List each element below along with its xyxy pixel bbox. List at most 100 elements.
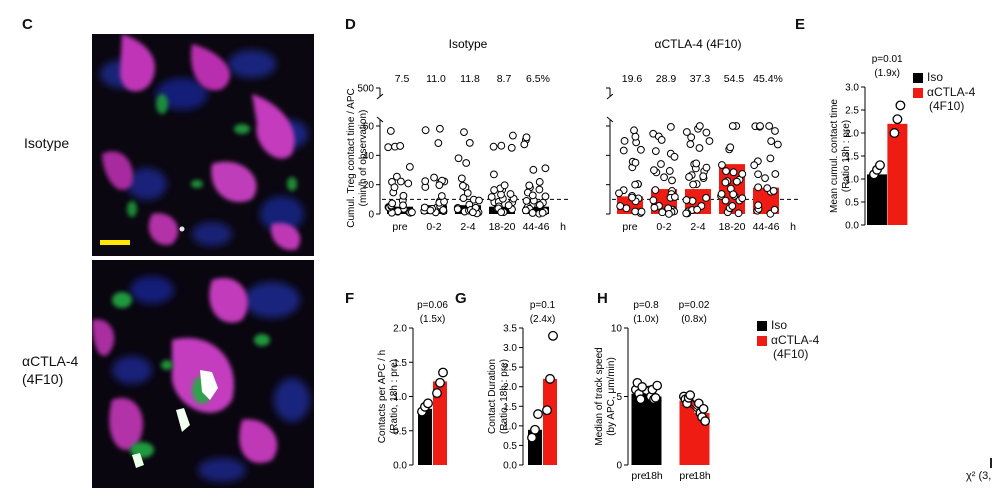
data-point: [399, 191, 408, 200]
data-point: [497, 208, 506, 217]
y-tick-label: 0.0: [845, 221, 859, 232]
data-point: [528, 209, 537, 217]
data-point: [438, 367, 448, 378]
bar-actla4: [887, 123, 908, 225]
y-tick-label: 2.0: [393, 324, 407, 335]
data-point: [761, 174, 769, 182]
data-point: [468, 208, 477, 217]
legend-h-actla4: αCTLA-4 (4F10): [757, 333, 819, 361]
data-point: [686, 140, 695, 149]
data-point: [738, 194, 747, 203]
data-point: [767, 137, 776, 146]
data-point: [732, 177, 741, 186]
y-axis-label: Contact Duration: [487, 359, 498, 434]
bar-iso: [418, 408, 432, 465]
data-point: [734, 209, 743, 218]
chart-f-contacts-per-apc: 0.0 0.5 1.0 1.5 2.0 Contacts per APC / h (Rati…: [377, 300, 448, 472]
data-point: [682, 196, 691, 204]
data-point: [535, 185, 544, 194]
cropped-mark: [990, 458, 992, 468]
bar-actla4: [679, 400, 695, 465]
data-point: [682, 128, 691, 136]
data-point: [763, 184, 772, 193]
data-point: [500, 181, 509, 190]
data-point: [404, 179, 413, 188]
x-unit-label: h: [790, 221, 796, 233]
legend-swatch-iso: [913, 73, 923, 83]
bar-actla4: [543, 378, 557, 465]
data-point: [702, 163, 711, 172]
data-point: [457, 174, 466, 183]
legend-h-iso: Iso: [757, 318, 787, 332]
legend-label-actla4-line2: (4F10): [929, 99, 965, 113]
data-point: [542, 405, 552, 416]
y-axis-label: (Ratio, 18h : pre): [499, 359, 510, 434]
legend-label-actla4: αCTLA-4 (4F10): [927, 85, 975, 113]
data-point: [695, 144, 704, 152]
y-tick-label: 2.0: [503, 382, 517, 393]
y-tick-label: 20: [363, 180, 375, 191]
panel-letter-g: G: [455, 290, 467, 307]
data-point: [771, 127, 779, 135]
data-point: [637, 145, 645, 154]
axis-break-mark: [376, 93, 384, 100]
data-point: [504, 201, 513, 210]
x-tick-label: 18h: [693, 470, 711, 482]
data-point: [657, 160, 665, 168]
legend-swatch-actla4: [913, 88, 923, 98]
x-tick-label: pre: [679, 470, 694, 482]
x-tick-label: 0-2: [656, 221, 671, 233]
x-tick-label: 0-2: [426, 221, 441, 233]
y-axis-label-2: (by APC, μm/min): [606, 357, 617, 436]
data-point: [541, 164, 550, 173]
data-point: [750, 161, 759, 170]
y-tick-label: 2.0: [845, 129, 859, 140]
y-tick-label: 1.0: [503, 421, 517, 432]
data-point: [487, 193, 496, 201]
data-point: [889, 128, 900, 138]
percent-label: 37.3: [690, 73, 711, 85]
data-point: [407, 208, 416, 217]
data-point: [506, 190, 515, 198]
data-point: [620, 137, 629, 145]
axis-break-mark: [376, 116, 384, 123]
y-tick-label: 0.5: [503, 441, 517, 452]
bar-iso: [646, 396, 662, 465]
data-point: [769, 187, 778, 195]
p-value-label: p=0.06: [417, 300, 448, 311]
data-point: [729, 168, 738, 177]
x-tick-label: 18-20: [489, 221, 516, 233]
data-point: [754, 183, 763, 192]
data-point: [538, 208, 547, 217]
row-label-actla4-line1: αCTLA-4: [22, 353, 79, 369]
x-tick-label: pre: [622, 221, 637, 233]
legend-swatch-iso-h: [757, 321, 767, 331]
legend-label-actla4-line1: αCTLA-4: [927, 85, 976, 99]
percent-label: 11.8: [460, 73, 480, 85]
data-point: [721, 196, 730, 205]
data-point: [545, 373, 555, 384]
data-point: [718, 161, 726, 169]
data-point: [548, 330, 558, 341]
data-point: [521, 206, 530, 215]
panel-letter-e: E: [795, 16, 806, 33]
panel-letter-c: C: [22, 16, 33, 33]
percent-label: 7.5: [395, 73, 410, 85]
data-point: [490, 186, 498, 194]
data-point: [685, 390, 696, 400]
legend-label-actla4-h-line2: (4F10): [773, 347, 809, 361]
data-point: [765, 122, 774, 130]
data-point: [439, 206, 448, 214]
legend-swatch-actla4-h: [757, 336, 767, 346]
y-tick-label: 500: [357, 84, 374, 95]
data-point: [490, 170, 498, 179]
percent-label: 11.0: [426, 73, 446, 85]
x-tick-label: 2-4: [690, 221, 705, 233]
microscopy-render-isotype: [92, 34, 314, 256]
percent-label: 54.5: [724, 73, 745, 85]
x-tick-label: 18-20: [719, 221, 746, 233]
legend-label-actla4-h: αCTLA-4 (4F10): [771, 333, 819, 361]
data-point: [664, 210, 673, 218]
data-point: [435, 377, 445, 388]
data-point: [631, 180, 640, 189]
